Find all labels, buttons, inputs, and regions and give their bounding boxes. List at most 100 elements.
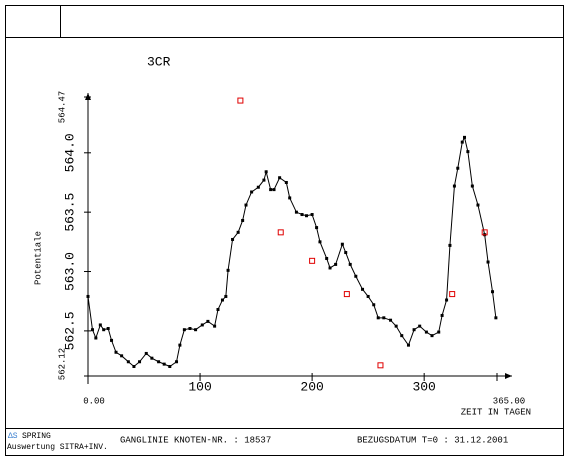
x-axis-label: ZEIT IN TAGEN xyxy=(461,407,531,417)
line-point xyxy=(382,316,386,320)
line-point xyxy=(138,360,142,364)
line-point xyxy=(150,356,154,360)
line-point xyxy=(224,294,228,298)
y-tick-label: 564.0 xyxy=(62,133,77,172)
line-point xyxy=(318,240,322,244)
line-point xyxy=(412,328,416,332)
line-point xyxy=(460,140,464,144)
y-end-label: 562.12 xyxy=(57,348,67,380)
program: SPRING xyxy=(22,432,51,441)
chart-title: 3CR xyxy=(147,54,171,69)
line-point xyxy=(300,213,304,217)
line-point xyxy=(220,298,224,302)
line-point xyxy=(126,360,130,364)
data-line xyxy=(87,135,497,368)
line-point xyxy=(470,184,474,188)
x-end-label: 365.00 xyxy=(493,396,525,406)
line-point xyxy=(491,290,495,294)
line-point xyxy=(90,328,94,332)
line-point xyxy=(437,330,441,334)
line-point xyxy=(182,328,186,332)
line-point xyxy=(366,294,370,298)
line-point xyxy=(400,334,404,338)
line-point xyxy=(406,343,410,347)
line-point xyxy=(162,362,166,366)
frame xyxy=(5,5,564,456)
line-point xyxy=(389,318,393,322)
line-point xyxy=(494,316,498,320)
caption: GANGLINIE KNOTEN-NR. : 18537 xyxy=(120,435,271,445)
line-point xyxy=(305,214,309,218)
line-point xyxy=(168,365,172,369)
line-point xyxy=(430,334,434,338)
scatter-point xyxy=(449,291,456,298)
line-point xyxy=(466,150,470,154)
line-point xyxy=(241,218,245,222)
line-point xyxy=(418,324,422,328)
line-point xyxy=(372,303,376,307)
line-point xyxy=(194,328,198,332)
line-point xyxy=(294,210,298,214)
line-point xyxy=(394,324,398,328)
line-point xyxy=(361,287,365,291)
line-point xyxy=(216,308,220,312)
line-point xyxy=(98,323,102,327)
scatter-point xyxy=(309,257,316,264)
y-tick-label: 563.0 xyxy=(62,252,77,291)
line-point xyxy=(157,360,161,364)
line-point xyxy=(269,188,273,192)
line-point xyxy=(440,313,444,317)
line-point xyxy=(206,319,210,323)
line-point xyxy=(236,230,240,234)
line-point xyxy=(120,354,124,358)
line-point xyxy=(445,298,449,302)
line-point xyxy=(456,166,460,170)
line-point xyxy=(94,336,98,340)
line-point xyxy=(348,262,352,266)
y-tick-label: 563.5 xyxy=(62,193,77,232)
x-tick-label: 200 xyxy=(300,379,323,394)
line-point xyxy=(354,274,358,278)
y-tick-label: 562.5 xyxy=(62,311,77,350)
line-point xyxy=(463,135,467,139)
line-point xyxy=(86,294,90,298)
line-point xyxy=(486,260,490,264)
line-point xyxy=(144,351,148,355)
subtitle: Auswertung SITRA+INV. xyxy=(7,443,108,452)
line-point xyxy=(226,268,230,272)
x-tick-label: 100 xyxy=(188,379,211,394)
x-arrow xyxy=(505,373,512,379)
line-point xyxy=(278,176,282,180)
line-point xyxy=(213,324,217,328)
line-point xyxy=(340,242,344,246)
date: BEZUGSDATUM T=0 : 31.12.2001 xyxy=(357,435,508,445)
line-point xyxy=(231,237,235,241)
x-tick-label: 300 xyxy=(412,379,435,394)
scatter-point xyxy=(343,291,350,298)
line-point xyxy=(262,178,266,182)
line-point xyxy=(244,203,248,207)
line-point xyxy=(132,365,136,369)
line-point xyxy=(315,226,319,230)
line-point xyxy=(178,343,182,347)
scatter-point xyxy=(237,97,244,104)
line-point xyxy=(250,190,254,194)
line-point xyxy=(106,327,110,331)
line-point xyxy=(376,316,380,320)
y-end-label: 564.47 xyxy=(57,91,67,123)
line-point xyxy=(452,184,456,188)
line-point xyxy=(200,323,204,327)
line-point xyxy=(448,243,452,247)
line-point xyxy=(310,213,314,217)
line-point xyxy=(102,328,106,332)
line-point xyxy=(476,203,480,207)
line-point xyxy=(325,256,329,260)
line-point xyxy=(175,360,179,364)
y-axis-label: Potentiale xyxy=(33,231,43,285)
line-point xyxy=(264,170,268,174)
line-point xyxy=(344,251,348,255)
line-point xyxy=(272,188,276,192)
scatter-point xyxy=(277,229,284,236)
line-point xyxy=(188,327,192,331)
